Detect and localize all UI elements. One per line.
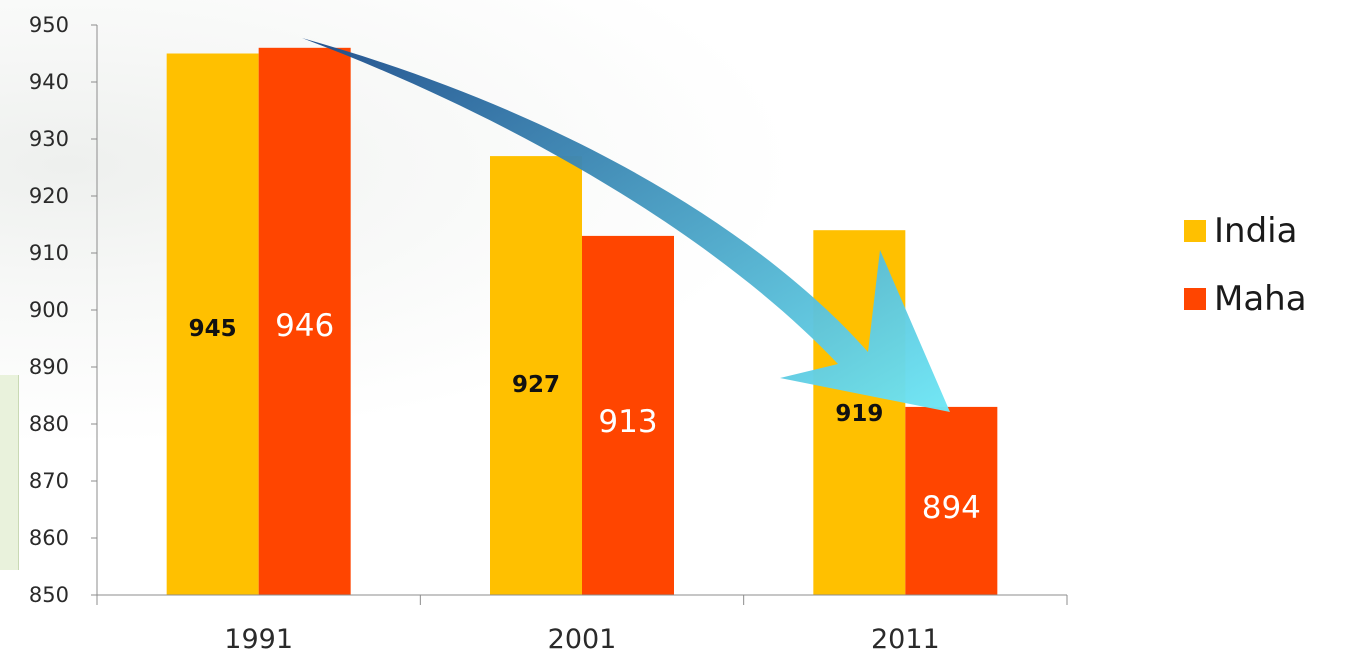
data-labels: 945 927 919 946 913 894: [189, 308, 981, 526]
legend-label-maha: Maha: [1214, 279, 1307, 319]
y-tick-label: 900: [29, 298, 69, 322]
bar-india: [490, 156, 582, 595]
x-axis: 1991 2001 2011: [96, 594, 1068, 655]
y-tick-label: 860: [29, 526, 69, 550]
y-tick-label: 920: [29, 184, 69, 208]
y-tick-label: 930: [29, 127, 69, 151]
data-label-maha: 913: [598, 404, 657, 440]
bar-maha: [905, 406, 998, 595]
legend-label-india: India: [1214, 211, 1298, 251]
bar-maha: [582, 235, 674, 595]
legend-item-india: India: [1184, 197, 1307, 265]
y-tick-label: 940: [29, 70, 69, 94]
x-category-label: 1991: [224, 624, 293, 655]
bar-maha: [258, 47, 351, 596]
legend-swatch-maha: [1184, 288, 1206, 310]
y-axis: 850 860 870 880 890 900 910 920 930 940 950: [29, 13, 98, 607]
legend-swatch-india: [1184, 220, 1206, 242]
trend-arrow: [302, 38, 950, 412]
trend-arrow-shape: [302, 38, 950, 412]
data-label-india: 927: [512, 372, 560, 398]
x-category-label: 2011: [871, 624, 940, 655]
data-label-maha: 946: [275, 308, 334, 344]
bar-india: [166, 53, 259, 595]
x-category-label: 2001: [548, 624, 617, 655]
legend: India Maha: [1184, 197, 1307, 333]
y-tick-label: 910: [29, 241, 69, 265]
data-label-maha: 894: [922, 490, 981, 526]
side-panel: [0, 375, 19, 570]
legend-item-maha: Maha: [1184, 265, 1307, 333]
y-tick-label: 870: [29, 469, 69, 493]
y-tick-label: 850: [29, 583, 69, 607]
bars: [166, 47, 998, 596]
bar-chart: 850 860 870 880 890 900 910 920 930 940 950 945 927…: [29, 13, 1068, 655]
y-tick-label: 890: [29, 355, 69, 379]
data-label-india: 945: [189, 316, 237, 342]
data-label-india: 919: [835, 401, 883, 427]
y-tick-label: 950: [29, 13, 69, 37]
y-tick-label: 880: [29, 412, 69, 436]
